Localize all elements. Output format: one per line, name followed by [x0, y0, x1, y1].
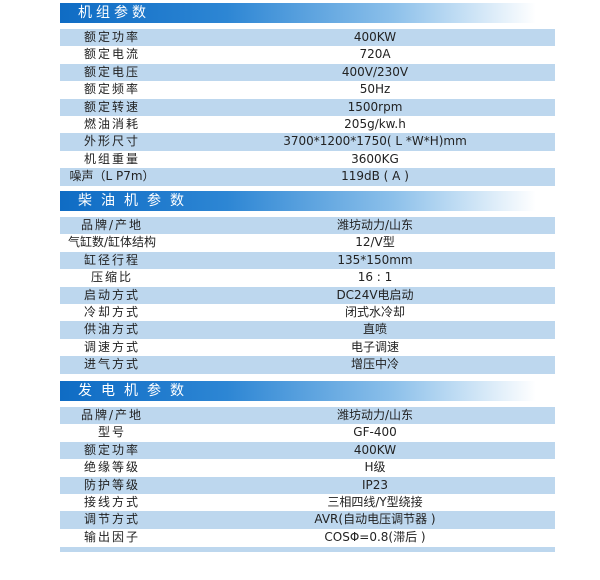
param-label: 燃油消耗 — [83, 116, 140, 131]
table-row: 启动方式 DC24V电启动 — [60, 286, 555, 304]
param-value: 潍坊动力/山东 — [336, 218, 414, 232]
table-row: 额定转速 1500rpm — [60, 98, 555, 116]
table-row: 绝缘等级 H级 — [60, 459, 555, 476]
param-value: COSΦ=0.8(滞后 ) — [324, 529, 426, 544]
param-label: 额定电流 — [83, 47, 140, 62]
section-header: 机组参数 — [60, 3, 536, 23]
param-value: 16 : 1 — [357, 270, 393, 285]
table-row: 冷却方式 闭式水冷却 — [60, 304, 555, 321]
param-label: 外形尺寸 — [83, 134, 140, 149]
param-label: 机组重量 — [83, 151, 140, 166]
param-label: 额定功率 — [83, 442, 140, 457]
param-value: GF-400 — [353, 425, 397, 440]
section-title: 发电机参数 — [78, 383, 193, 399]
param-value: 闭式水冷却 — [344, 304, 405, 319]
table-row: 噪声（L P7m） 119dB ( A ) — [60, 168, 555, 186]
param-value: 1500rpm — [347, 99, 403, 114]
param-value: 119dB ( A ) — [341, 169, 409, 184]
param-label: 额定转速 — [83, 99, 140, 114]
param-value: 12/V型 — [355, 235, 395, 250]
table-row: 接线方式 三相四线/Y型绕接 — [60, 494, 555, 511]
param-value: 3700*1200*1750( L *W*H)mm — [283, 134, 467, 149]
table-row: 额定功率 400KW — [60, 441, 555, 460]
table-row: 燃油消耗 205g/kw.h — [60, 116, 555, 133]
table-row: 品牌/产地 潍坊动力/山东 — [60, 217, 555, 235]
table-row: 气缸数/缸体结构 12/V型 — [60, 234, 555, 251]
param-value: H级 — [364, 460, 386, 475]
section-header: 柴油机参数 — [60, 191, 536, 211]
section-2: 柴油机参数品牌/产地 潍坊动力/山东气缸数/缸体结构 12/V型缸径行程 135*15… — [60, 191, 555, 374]
param-label: 启动方式 — [83, 287, 140, 302]
param-value: 三相四线/Y型绕接 — [327, 494, 423, 509]
param-label: 输出因子 — [83, 529, 140, 544]
param-label: 压缩比 — [90, 270, 133, 285]
param-label: 额定频率 — [83, 82, 140, 97]
section-3: 发电机参数品牌/产地 潍坊动力/山东型号 GF-400 额定功率 400KW 绝缘等级 H级… — [60, 381, 555, 553]
param-value: 50Hz — [359, 82, 391, 97]
table-row: 进气方式 增压中冷 — [60, 356, 555, 374]
table-row: 供油方式 直喷 — [60, 321, 555, 339]
param-value: 400V/230V — [341, 64, 409, 79]
section-title: 柴油机参数 — [78, 193, 193, 209]
table-row: 压缩比 16 : 1 — [60, 269, 555, 286]
param-value: DC24V电启动 — [336, 287, 414, 302]
param-value: 电子调速 — [350, 339, 399, 354]
param-label: 进气方式 — [83, 357, 140, 372]
param-value: IP23 — [361, 477, 389, 492]
table-row: 品牌/产地 潍坊动力/山东 — [60, 407, 555, 425]
table-row: 输出因子 COSΦ=0.8(滞后 ) — [60, 529, 555, 546]
table-row: 调速方式 电子调速 — [60, 339, 555, 356]
param-label: 绝缘等级 — [83, 460, 140, 475]
table-row: 额定电流 720A — [60, 46, 555, 63]
param-label: 品牌/产地 — [80, 218, 144, 232]
param-label: 调速方式 — [83, 339, 140, 354]
param-value: 3600KG — [351, 151, 399, 166]
param-label: 缸径行程 — [83, 252, 140, 267]
table-row: 额定功率 400KW — [60, 29, 555, 47]
param-label: 冷却方式 — [83, 304, 140, 319]
table-end-bar — [60, 547, 555, 553]
param-value: 潍坊动力/山东 — [336, 408, 414, 422]
param-label: 接线方式 — [83, 494, 140, 509]
section-1: 机组参数额定功率 400KW 额定电流 720A 额定电压 400V/230V 额定频率 50… — [60, 3, 555, 186]
table-row: 额定频率 50Hz — [60, 81, 555, 98]
table-row: 防护等级 IP23 — [60, 476, 555, 494]
param-value: AVR(自动电压调节器 ) — [314, 512, 436, 527]
table-row: 调节方式 AVR(自动电压调节器 ) — [60, 511, 555, 529]
table-row: 型号 GF-400 — [60, 424, 555, 441]
param-label: 供油方式 — [83, 322, 140, 337]
table-row: 额定电压 400V/230V — [60, 63, 555, 82]
param-label: 防护等级 — [83, 477, 140, 492]
param-label: 额定电压 — [83, 64, 140, 79]
param-value: 205g/kw.h — [344, 116, 406, 131]
table-row: 外形尺寸 3700*1200*1750( L *W*H)mm — [60, 133, 555, 151]
param-label: 额定功率 — [83, 30, 140, 44]
table-row: 机组重量 3600KG — [60, 151, 555, 168]
param-value: 400KW — [353, 442, 397, 457]
param-value: 400KW — [353, 30, 397, 44]
param-label: 气缸数/缸体结构 — [67, 235, 157, 250]
param-value: 增压中冷 — [350, 357, 399, 372]
section-title: 机组参数 — [78, 5, 150, 21]
param-value: 135*150mm — [337, 252, 413, 267]
section-header: 发电机参数 — [60, 381, 536, 401]
param-label: 调节方式 — [83, 512, 140, 527]
param-label: 品牌/产地 — [80, 408, 144, 422]
param-value: 直喷 — [362, 322, 387, 337]
param-label: 型号 — [97, 425, 126, 440]
table-row: 缸径行程 135*150mm — [60, 251, 555, 270]
param-value: 720A — [359, 47, 391, 62]
param-label: 噪声（L P7m） — [69, 169, 155, 184]
